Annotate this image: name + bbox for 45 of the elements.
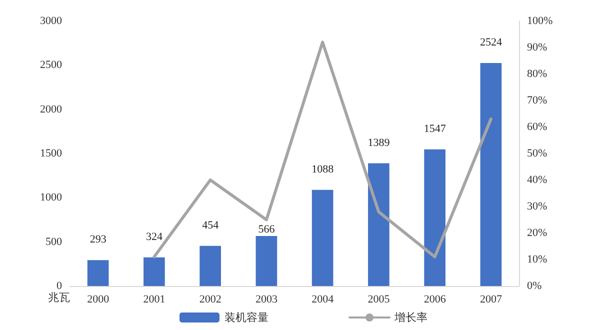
y-tick-label: 1000 bbox=[40, 192, 62, 204]
x-tick-label: 2007 bbox=[480, 294, 502, 306]
y2-tick-label: 80% bbox=[527, 68, 548, 80]
x-tick-label: 2004 bbox=[312, 294, 334, 306]
y-tick-label: 3000 bbox=[40, 15, 62, 27]
bar bbox=[480, 63, 502, 286]
bar bbox=[256, 236, 278, 286]
x-tick-label: 2003 bbox=[255, 294, 278, 306]
y-tick-label: 2000 bbox=[40, 103, 62, 116]
data-label: 454 bbox=[202, 219, 220, 232]
x-tick-label: 2000 bbox=[87, 294, 110, 306]
data-label: 2524 bbox=[480, 36, 502, 49]
x-tick-label: 2006 bbox=[424, 294, 446, 306]
x-tick-label: 2002 bbox=[199, 294, 222, 306]
legend-label: 装机容量 bbox=[224, 311, 268, 324]
data-label: 566 bbox=[258, 224, 276, 236]
y2-tick-label: 20% bbox=[527, 227, 548, 239]
y2-tick-label: 100% bbox=[527, 15, 553, 27]
y-tick-label: 500 bbox=[46, 236, 62, 248]
data-label: 293 bbox=[90, 234, 107, 246]
y-tick-label: 2500 bbox=[40, 59, 62, 72]
data-label: 1088 bbox=[312, 163, 334, 176]
bar bbox=[87, 260, 109, 286]
data-label: 1547 bbox=[424, 122, 446, 135]
bar bbox=[424, 149, 446, 286]
x-tick-label: 2001 bbox=[143, 294, 166, 306]
y2-tick-label: 60% bbox=[527, 121, 548, 133]
y2-tick-label: 90% bbox=[527, 42, 548, 54]
y2-tick-label: 40% bbox=[527, 174, 548, 186]
y2-tick-label: 30% bbox=[527, 200, 548, 212]
y-axis-title: 兆瓦 bbox=[48, 291, 70, 304]
y2-tick-label: 0% bbox=[527, 280, 542, 292]
bar bbox=[144, 257, 165, 286]
data-label: 1389 bbox=[368, 136, 390, 149]
y2-tick-label: 50% bbox=[527, 148, 548, 160]
data-label: 324 bbox=[146, 230, 163, 243]
y2-tick-label: 10% bbox=[527, 254, 548, 266]
y-tick-label: 1500 bbox=[40, 148, 62, 160]
bar bbox=[200, 246, 221, 286]
bar bbox=[368, 163, 390, 286]
bar bbox=[312, 190, 334, 286]
legend-label: 增长率 bbox=[394, 311, 428, 324]
y2-tick-label: 70% bbox=[527, 94, 548, 106]
y-tick-label: 0 bbox=[56, 280, 62, 292]
x-tick-label: 2005 bbox=[368, 294, 390, 306]
